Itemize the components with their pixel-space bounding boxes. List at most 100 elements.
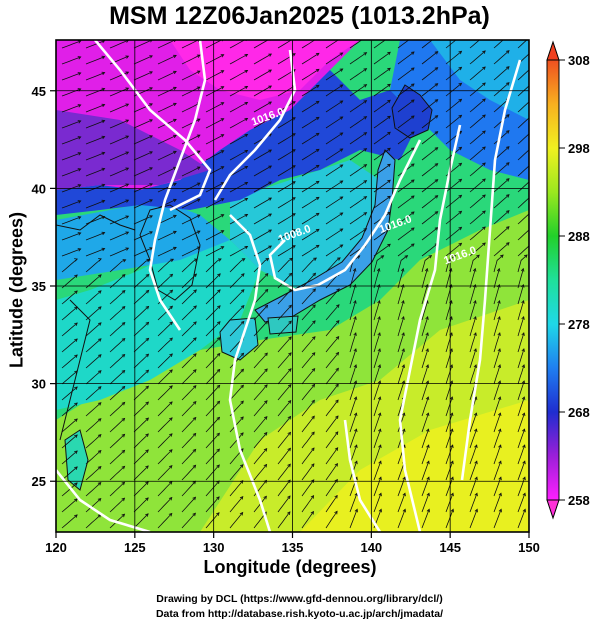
streamline-arrow [482,98,486,102]
streamline-arrow [410,163,415,167]
streamline [181,258,198,273]
streamline-arrow [220,230,225,234]
streamline-arrow [424,267,429,272]
streamline [397,509,406,529]
streamline-arrow [240,384,244,389]
streamline [397,227,415,241]
streamline-arrow [287,431,292,436]
streamline [325,479,338,497]
streamline [277,40,292,49]
streamline [181,305,197,321]
streamline-arrow [458,162,463,167]
streamline [277,384,292,401]
streamline-arrow [288,272,293,277]
streamline-arrow [458,178,463,183]
streamline-arrow [77,136,82,140]
streamline-arrow [145,289,150,294]
streamline [325,257,341,273]
streamline [109,466,125,481]
streamline-arrow [458,98,463,103]
streamline-arrow [410,67,415,71]
streamline [373,332,381,353]
streamline [157,321,173,337]
streamline [445,255,456,273]
streamline [325,228,343,241]
streamline [493,461,502,481]
streamline-arrow [505,146,510,150]
streamline-arrow [125,199,130,203]
streamline [397,211,415,225]
streamline-arrow [482,114,486,118]
streamline [397,179,415,193]
streamline-arrow [288,352,292,356]
streamline [181,54,201,65]
streamline-arrow [97,434,102,438]
streamline [205,417,220,433]
streamline-arrow [313,257,318,261]
streamline [469,364,477,385]
streamline-arrow [450,476,454,481]
sea-of-japan-region [230,160,380,290]
streamline-arrow [101,231,106,236]
streamline-arrow [482,210,486,214]
streamline-arrow [458,146,463,151]
streamline [85,56,105,65]
streamline [517,101,529,113]
streamline-arrow [505,162,510,166]
streamline [517,133,529,145]
streamline-arrow [168,496,173,501]
streamline [445,461,454,481]
streamline [421,509,430,529]
streamline-arrow [121,369,126,374]
streamline [133,513,149,529]
colorbar-tick-label: 278 [568,317,590,332]
streamline-arrow [473,315,477,320]
streamline-arrow [335,320,340,324]
streamline [397,115,415,129]
streamline-arrow [264,400,268,404]
streamline-arrow [168,512,173,517]
streamline-arrow [482,162,486,166]
streamline-arrow [428,254,433,259]
streamline [61,40,81,49]
streamline [181,401,197,417]
streamline [61,104,81,113]
streamline-arrow [97,498,102,502]
streamline [493,444,502,465]
streamline-arrow [497,412,502,417]
streamline [397,493,406,513]
streamline [157,167,177,177]
streamline [205,258,222,273]
streamline [445,114,462,129]
streamline-arrow [173,246,177,251]
streamline [133,353,149,369]
streamline [445,242,462,257]
streamline [349,412,357,433]
streamline [85,338,102,353]
streamline [493,40,504,49]
streamline [301,431,315,449]
streamline-arrow [353,380,358,384]
streamline [229,432,244,449]
streamline [445,300,452,321]
streamline-arrow [292,117,296,121]
streamline-arrow [125,247,130,251]
streamline [205,70,224,81]
streamline [133,497,149,513]
streamline-arrow [196,70,201,74]
streamline [301,495,314,513]
streamline-arrow [264,384,268,388]
streamline [445,82,462,97]
streamline [493,509,502,529]
streamline [445,98,462,113]
streamline-arrow [400,267,405,272]
korea-coastline [139,204,201,301]
streamline [181,512,196,529]
streamline [157,385,173,401]
streamline-arrow [505,114,510,118]
streamline [61,306,78,321]
streamline-arrow [410,131,415,135]
streamline [85,258,102,273]
streamline [85,216,105,225]
streamline [229,118,248,129]
